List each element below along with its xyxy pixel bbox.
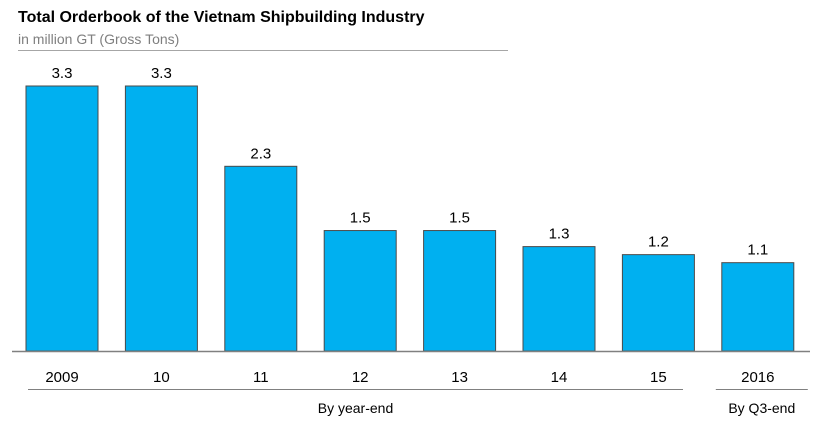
bar-10: [124, 85, 198, 352]
x-tick-label: 11: [253, 369, 269, 386]
group-label-q3-end: By Q3-end: [728, 400, 796, 416]
data-label: 1.5: [350, 210, 371, 227]
x-tick-label: 12: [352, 369, 369, 386]
data-label: 1.2: [648, 234, 669, 251]
bar-15: [621, 254, 695, 352]
group-label-year-end: By year-end: [317, 400, 394, 416]
bar-11: [224, 165, 298, 352]
x-tick-label: 2016: [741, 369, 774, 386]
data-label: 1.1: [747, 242, 768, 259]
title-underline: [18, 50, 508, 51]
x-tick-label: 10: [153, 369, 170, 386]
data-label: 3.3: [151, 65, 172, 82]
bar-12: [323, 230, 397, 352]
x-tick-label: 14: [551, 369, 568, 386]
data-label: 2.3: [250, 145, 271, 162]
bar-14: [522, 246, 596, 352]
chart-title: Total Orderbook of the Vietnam Shipbuild…: [18, 9, 425, 26]
data-label: 1.5: [449, 210, 470, 227]
data-label: 1.3: [549, 226, 570, 243]
chart-subtitle: in million GT (Gross Tons): [18, 31, 180, 47]
bar-2016: [721, 262, 795, 352]
data-label: 3.3: [52, 65, 73, 82]
bar-2009: [25, 85, 99, 352]
bar-13: [423, 230, 497, 352]
x-tick-label: 13: [451, 369, 468, 386]
x-tick-label: 15: [650, 369, 667, 386]
x-tick-label: 2009: [45, 369, 78, 386]
